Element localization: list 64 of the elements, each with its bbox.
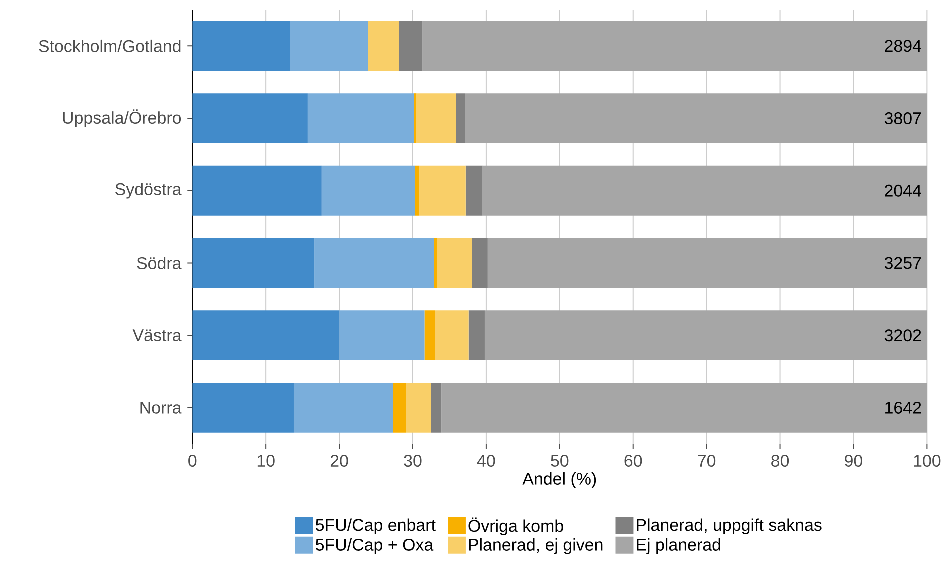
bar (340, 310, 425, 361)
bar (484, 310, 928, 361)
legend-label: 5FU/Cap + Oxa (316, 538, 434, 554)
x-tick-label: 40 (477, 455, 496, 468)
legend-label: Ej planerad (637, 538, 720, 554)
bar (406, 383, 432, 433)
bar (488, 238, 928, 288)
bar (456, 94, 466, 144)
bar (192, 238, 315, 288)
x-tick-label: 50 (551, 455, 569, 468)
bar (420, 166, 466, 216)
annotation: 2044 (885, 184, 922, 197)
x-tick-label: 20 (330, 455, 348, 468)
bar (472, 238, 488, 288)
bar (424, 310, 436, 361)
bar (399, 21, 423, 72)
bar (468, 310, 485, 361)
annotation: 3202 (884, 330, 922, 342)
bar (192, 310, 340, 361)
x-tick-label: 0 (188, 455, 197, 468)
bar (308, 94, 414, 144)
legend-label: 5FU/Cap enbart (316, 518, 436, 535)
bar (294, 383, 394, 433)
bar (393, 383, 406, 433)
x-tick-label: 100 (914, 455, 941, 468)
x-tick-label: 60 (624, 455, 642, 468)
bar (414, 94, 417, 144)
bar (192, 166, 322, 216)
bar (435, 310, 469, 361)
bar (437, 238, 472, 288)
bar (482, 166, 928, 216)
x-tick-label: 10 (258, 455, 275, 468)
bar (368, 21, 400, 72)
annotation: 2894 (885, 40, 922, 52)
x-tick-label: 30 (404, 455, 422, 468)
legend-label: Planerad, ej given (469, 538, 603, 554)
x-tick-label: 90 (845, 455, 863, 468)
x-tick-label: 70 (698, 455, 716, 468)
bar (192, 94, 308, 144)
bar (422, 21, 928, 72)
y-tick-label: Västra (132, 330, 182, 342)
annotation: 3257 (884, 257, 922, 270)
y-tick-label: Sydöstra (116, 183, 182, 199)
legend-label: Övriga komb (468, 518, 564, 536)
x-tick-label: 80 (772, 455, 790, 468)
bar (442, 383, 928, 433)
bar (314, 238, 434, 288)
annotation: 3807 (884, 112, 922, 125)
bar (192, 383, 294, 433)
bar (465, 94, 928, 144)
bar (322, 166, 416, 216)
bar (431, 383, 442, 433)
y-tick-label: Norra (140, 402, 182, 414)
y-tick-label: Stockholm/Gotland (39, 40, 181, 52)
bar (415, 166, 420, 216)
annotation: 1642 (886, 402, 922, 414)
y-tick-label: Uppsala/Örebro (63, 110, 182, 128)
legend-label: Planerad, uppgift saknas (637, 518, 822, 535)
y-tick-label: Södra (137, 257, 182, 270)
bar (416, 94, 456, 144)
bar (466, 166, 483, 216)
bar (192, 21, 290, 72)
bar (290, 21, 368, 72)
x-axis-title: Andel (%) (522, 472, 596, 488)
